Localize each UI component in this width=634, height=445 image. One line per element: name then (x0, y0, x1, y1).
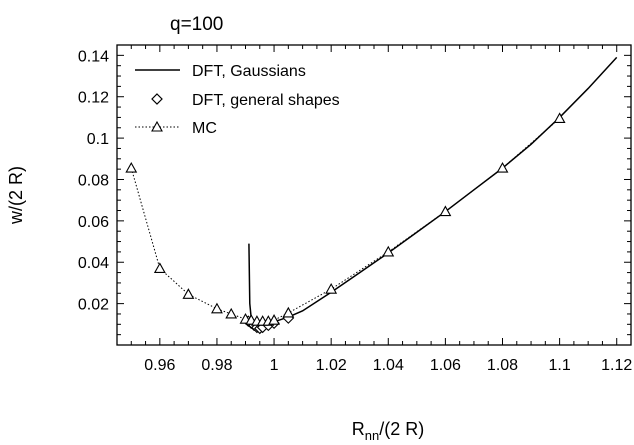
mc-point (211, 302, 223, 314)
x-axis-label-rest: /(2 R) (379, 419, 424, 439)
legend: DFT, Gaussians DFT, general shapes MC (135, 63, 340, 137)
x-tick-label: 1.04 (373, 357, 404, 374)
axis-ticks (117, 44, 631, 345)
x-axis-label-main: R (352, 419, 365, 439)
legend-label-mc: MC (192, 120, 217, 137)
x-tick-labels: 0.96 0.98 1 1.02 1.04 1.06 1.08 1.1 1.12 (144, 357, 632, 374)
legend-label-dft-general: DFT, general shapes (192, 92, 340, 109)
x-tick-label: 1.1 (548, 357, 570, 374)
x-tick-label: 1 (270, 357, 279, 374)
y-tick-label: 0.1 (87, 131, 109, 148)
y-tick-label: 0.14 (78, 48, 109, 65)
chart-title: q=100 (170, 14, 223, 35)
legend-marker-diamond (151, 93, 163, 105)
mc-point (125, 161, 138, 173)
mc-point (496, 161, 509, 173)
mc-point (182, 288, 195, 299)
y-tick-label: 0.12 (78, 90, 109, 107)
legend-marker-triangle (151, 120, 163, 132)
x-tick-label: 0.98 (201, 357, 232, 374)
plot-frame (116, 44, 632, 346)
mc-point (553, 112, 566, 123)
x-tick-label: 1.06 (430, 357, 461, 374)
plot-area (125, 56, 618, 335)
mc-point (282, 306, 295, 318)
y-tick-label: 0.06 (78, 214, 109, 231)
x-axis-label-sub: nn (365, 428, 379, 443)
x-tick-label: 1.12 (601, 357, 632, 374)
mc-point (153, 262, 166, 273)
x-tick-label: 1.08 (487, 357, 518, 374)
x-tick-label: 1.02 (316, 357, 347, 374)
mc-point (325, 283, 338, 294)
y-axis-label: w/(2 R) (6, 166, 26, 225)
y-tick-label: 0.02 (78, 297, 109, 314)
legend-label-dft-gaussians: DFT, Gaussians (192, 63, 306, 80)
mc-point (268, 314, 280, 325)
x-axis-label: Rnn/(2 R) (352, 419, 424, 443)
y-tick-label: 0.08 (78, 172, 109, 189)
mc-point (439, 205, 452, 217)
mc-point (225, 307, 238, 319)
y-tick-label: 0.04 (78, 255, 109, 272)
y-tick-labels: 0.02 0.04 0.06 0.08 0.1 0.12 0.14 (78, 48, 109, 313)
x-tick-label: 0.96 (144, 357, 175, 374)
series-line-2 (130, 118, 560, 322)
mc-point (382, 245, 395, 257)
